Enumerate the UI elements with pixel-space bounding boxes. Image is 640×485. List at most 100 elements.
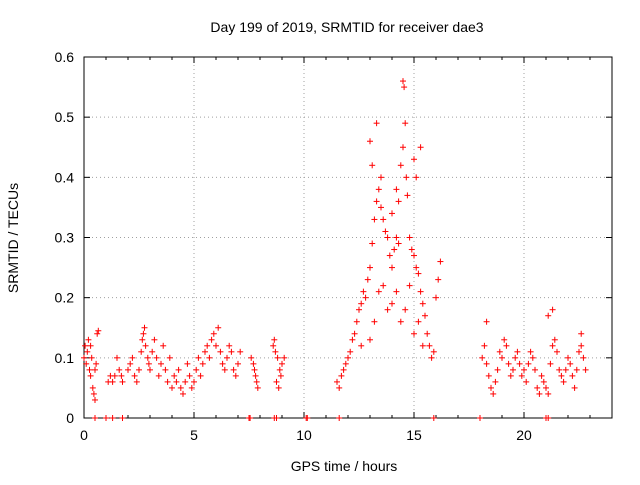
data-point xyxy=(208,336,215,343)
data-point xyxy=(483,318,490,325)
data-point xyxy=(182,378,189,385)
data-point xyxy=(342,360,349,367)
data-point xyxy=(551,336,558,343)
data-point xyxy=(505,360,512,367)
data-point xyxy=(494,366,501,373)
data-point xyxy=(411,156,417,163)
data-point xyxy=(433,294,439,301)
data-point xyxy=(518,372,525,379)
data-point xyxy=(373,198,380,205)
data-point xyxy=(369,162,376,169)
data-point xyxy=(525,360,532,367)
data-point xyxy=(141,324,148,331)
data-point xyxy=(419,342,426,349)
points-layer xyxy=(81,78,589,421)
data-point xyxy=(426,342,433,349)
data-point xyxy=(403,174,410,181)
data-point xyxy=(367,264,373,271)
data-point xyxy=(523,378,530,385)
data-point xyxy=(393,186,400,193)
data-point xyxy=(549,306,556,313)
data-point xyxy=(147,366,153,373)
y-tick-label: 0.6 xyxy=(55,49,75,65)
data-point xyxy=(160,342,167,349)
data-point xyxy=(389,264,395,271)
data-point xyxy=(576,348,582,355)
data-point xyxy=(131,372,138,379)
data-point xyxy=(213,342,219,349)
data-point xyxy=(204,342,211,349)
data-point xyxy=(250,360,257,367)
data-point xyxy=(173,378,180,385)
data-point xyxy=(177,384,184,391)
data-point xyxy=(133,378,140,385)
data-point xyxy=(138,348,145,355)
data-point xyxy=(275,384,282,391)
data-point xyxy=(251,366,258,373)
data-point xyxy=(197,372,204,379)
data-point xyxy=(158,360,164,367)
data-point xyxy=(580,354,587,361)
data-point xyxy=(253,378,260,385)
data-point xyxy=(538,372,545,379)
data-point xyxy=(567,360,574,367)
data-point xyxy=(82,342,89,349)
data-point xyxy=(485,372,492,379)
data-point xyxy=(428,354,435,361)
data-point xyxy=(397,162,404,169)
data-point xyxy=(119,378,126,385)
zero-data-point xyxy=(103,415,109,421)
data-point xyxy=(224,354,230,361)
data-point xyxy=(129,354,136,361)
data-point xyxy=(382,228,389,235)
data-point xyxy=(87,342,94,349)
data-point xyxy=(393,234,400,241)
data-point xyxy=(125,366,131,373)
grid-layer xyxy=(84,57,612,418)
data-point xyxy=(219,360,226,367)
data-point xyxy=(142,342,149,349)
data-point xyxy=(273,378,280,385)
data-point xyxy=(545,312,552,319)
data-point xyxy=(362,294,369,301)
data-point xyxy=(116,366,123,373)
data-point xyxy=(408,246,415,253)
data-point xyxy=(571,384,578,391)
data-point xyxy=(191,378,197,385)
data-point xyxy=(424,330,431,337)
data-point xyxy=(153,354,160,361)
y-tick-label: 0 xyxy=(66,410,74,426)
zero-data-point xyxy=(92,415,98,421)
data-point xyxy=(375,186,382,193)
data-point xyxy=(578,330,585,337)
y-tick-label: 0.1 xyxy=(55,350,75,366)
data-point xyxy=(226,342,233,349)
data-point xyxy=(521,366,527,373)
x-axis-label: GPS time / hours xyxy=(291,458,398,474)
data-point xyxy=(578,342,585,349)
data-point xyxy=(336,384,343,391)
zero-data-point xyxy=(430,415,437,421)
data-point xyxy=(378,174,384,181)
data-point xyxy=(84,348,91,355)
data-point xyxy=(384,234,391,241)
chart-title: Day 199 of 2019, SRMTID for receiver dae… xyxy=(210,19,483,35)
data-point xyxy=(340,366,347,373)
data-point xyxy=(527,348,534,355)
data-point xyxy=(276,366,283,373)
zero-data-point xyxy=(304,415,311,421)
data-point xyxy=(89,384,96,391)
data-point xyxy=(582,366,589,373)
data-point xyxy=(556,366,563,373)
data-point xyxy=(166,354,173,361)
data-point xyxy=(272,348,279,355)
data-point xyxy=(534,384,541,391)
data-point xyxy=(565,354,571,361)
data-point xyxy=(367,336,373,343)
data-point xyxy=(92,366,98,373)
data-point xyxy=(516,360,523,367)
data-point xyxy=(501,336,508,343)
data-point xyxy=(437,258,444,265)
data-point xyxy=(540,378,547,385)
